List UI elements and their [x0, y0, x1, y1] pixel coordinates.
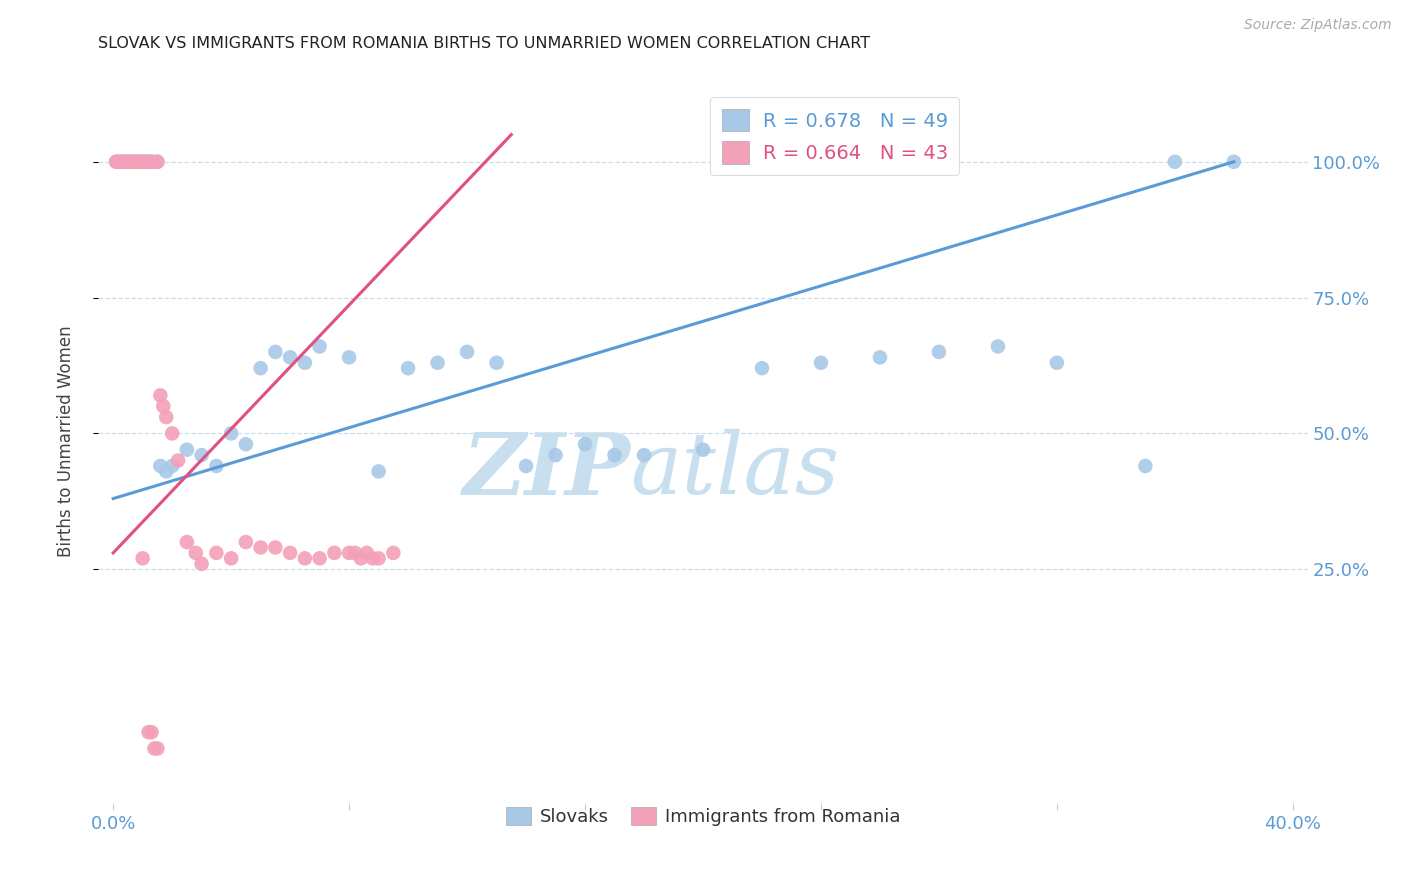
Point — [120, 154, 142, 169]
Point — [367, 464, 389, 478]
Point — [574, 437, 596, 451]
Point — [141, 725, 163, 739]
Point — [167, 453, 190, 467]
Text: ZIP: ZIP — [463, 429, 630, 512]
Point — [114, 154, 136, 169]
Point — [176, 535, 198, 549]
Point — [249, 541, 271, 555]
Point — [603, 448, 626, 462]
Point — [382, 546, 405, 560]
Point — [176, 442, 198, 457]
Point — [146, 741, 169, 756]
Point — [337, 546, 360, 560]
Point — [264, 345, 287, 359]
Point — [160, 426, 183, 441]
Point — [205, 458, 228, 473]
Point — [131, 154, 153, 169]
Point — [249, 361, 271, 376]
Point — [219, 551, 242, 566]
Point — [105, 154, 128, 169]
Point — [544, 448, 567, 462]
Point — [350, 551, 373, 566]
Point — [128, 154, 150, 169]
Point — [128, 154, 150, 169]
Point — [122, 154, 145, 169]
Point — [125, 154, 148, 169]
Point — [111, 154, 134, 169]
Point — [155, 464, 177, 478]
Point — [141, 154, 163, 169]
Point — [146, 154, 169, 169]
Point — [456, 345, 478, 359]
Point — [308, 551, 330, 566]
Point — [143, 741, 166, 756]
Point — [361, 551, 384, 566]
Point — [751, 361, 773, 376]
Point — [131, 551, 153, 566]
Point — [633, 448, 655, 462]
Point — [367, 551, 389, 566]
Point — [987, 339, 1010, 353]
Point — [1135, 458, 1157, 473]
Point — [810, 356, 832, 370]
Point — [1164, 154, 1187, 169]
Point — [426, 356, 449, 370]
Point — [692, 442, 714, 457]
Point — [356, 546, 378, 560]
Point — [235, 535, 257, 549]
Point — [143, 154, 166, 169]
Legend: Slovaks, Immigrants from Romania: Slovaks, Immigrants from Romania — [498, 800, 908, 833]
Point — [152, 399, 174, 413]
Point — [219, 426, 242, 441]
Text: atlas: atlas — [630, 429, 839, 512]
Y-axis label: Births to Unmarried Women: Births to Unmarried Women — [56, 326, 75, 558]
Point — [190, 557, 212, 571]
Point — [869, 351, 891, 365]
Point — [323, 546, 346, 560]
Point — [149, 458, 172, 473]
Point — [146, 154, 169, 169]
Point — [184, 546, 207, 560]
Point — [264, 541, 287, 555]
Text: Source: ZipAtlas.com: Source: ZipAtlas.com — [1244, 18, 1392, 32]
Point — [928, 345, 950, 359]
Point — [125, 154, 148, 169]
Point — [117, 154, 139, 169]
Point — [278, 351, 301, 365]
Point — [108, 154, 131, 169]
Point — [122, 154, 145, 169]
Point — [111, 154, 134, 169]
Point — [396, 361, 419, 376]
Point — [135, 154, 157, 169]
Point — [135, 154, 157, 169]
Point — [278, 546, 301, 560]
Point — [1223, 154, 1246, 169]
Point — [485, 356, 508, 370]
Point — [114, 154, 136, 169]
Point — [1046, 356, 1069, 370]
Point — [235, 437, 257, 451]
Point — [160, 458, 183, 473]
Point — [294, 356, 316, 370]
Point — [343, 546, 366, 560]
Point — [149, 388, 172, 402]
Point — [337, 351, 360, 365]
Point — [205, 546, 228, 560]
Point — [308, 339, 330, 353]
Point — [105, 154, 128, 169]
Point — [117, 154, 139, 169]
Point — [138, 154, 160, 169]
Point — [515, 458, 537, 473]
Point — [141, 154, 163, 169]
Point — [190, 448, 212, 462]
Point — [131, 154, 153, 169]
Text: SLOVAK VS IMMIGRANTS FROM ROMANIA BIRTHS TO UNMARRIED WOMEN CORRELATION CHART: SLOVAK VS IMMIGRANTS FROM ROMANIA BIRTHS… — [98, 36, 870, 51]
Point — [138, 154, 160, 169]
Point — [155, 410, 177, 425]
Point — [120, 154, 142, 169]
Point — [138, 725, 160, 739]
Point — [108, 154, 131, 169]
Point — [294, 551, 316, 566]
